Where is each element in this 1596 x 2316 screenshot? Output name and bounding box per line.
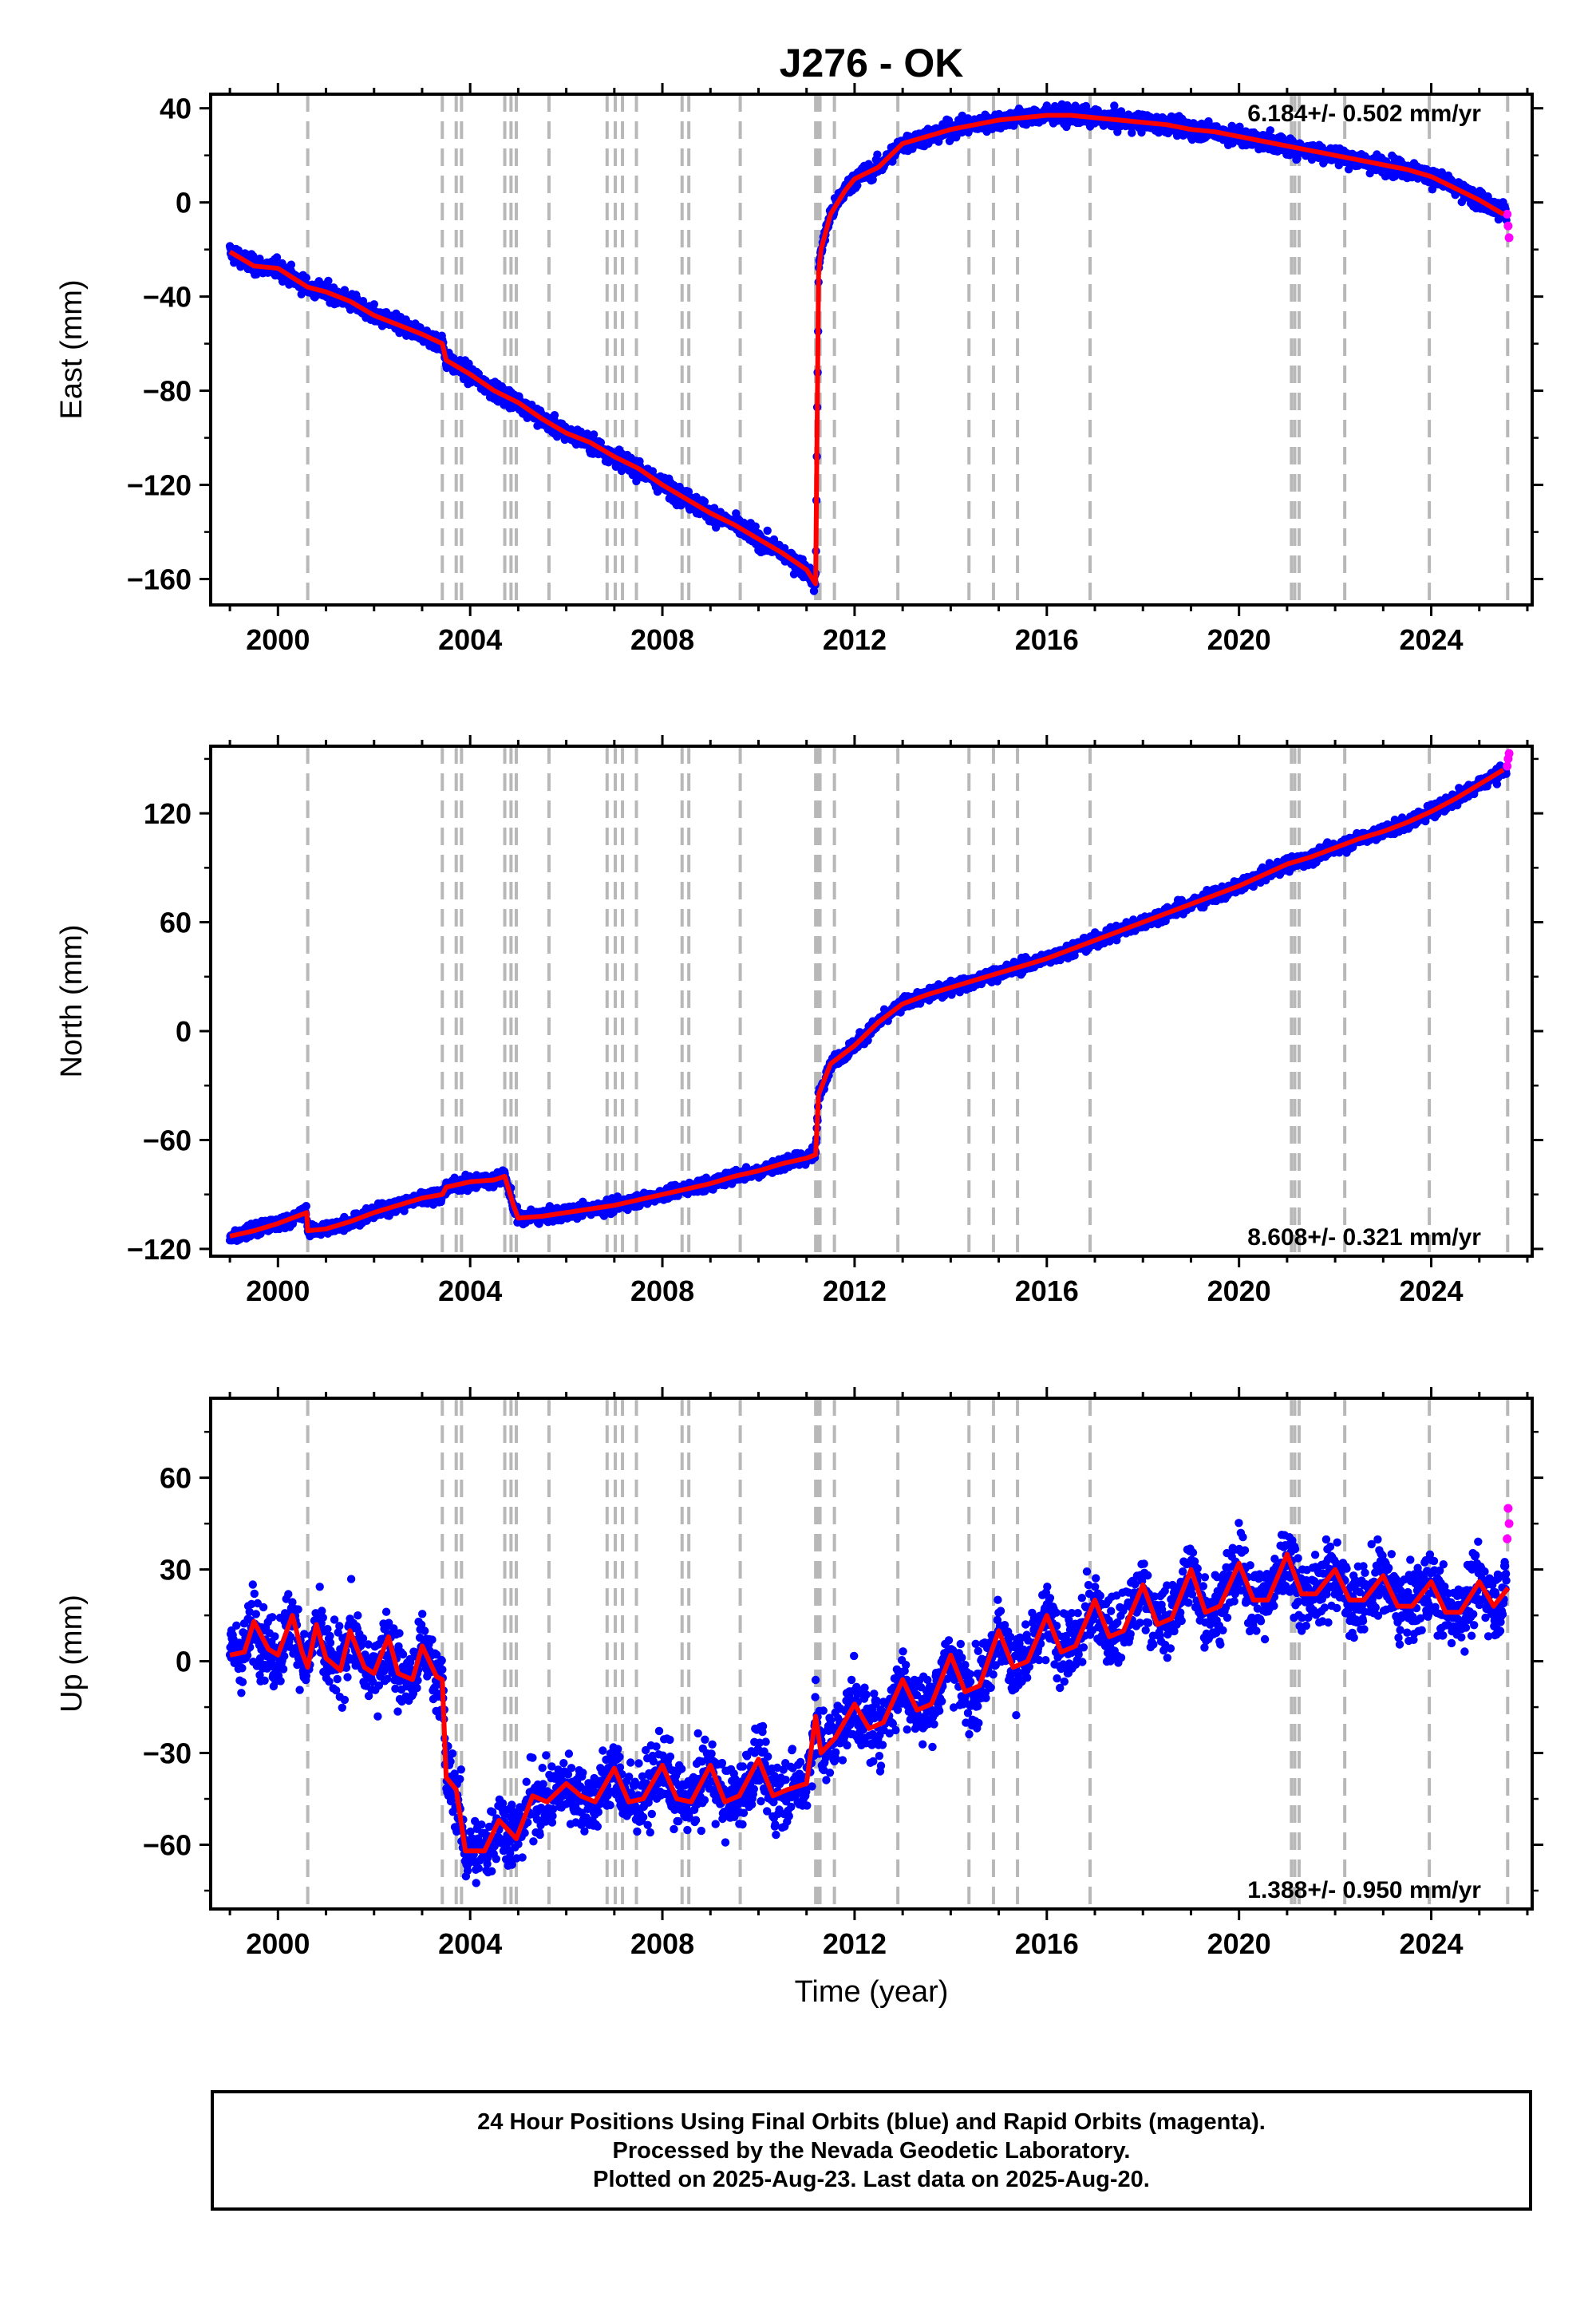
rapid-orbit-point	[1504, 233, 1514, 243]
x-tick-label: 2020	[1207, 623, 1271, 656]
final-orbit-points	[225, 761, 1511, 1246]
figure-title: J276 - OK	[780, 41, 964, 85]
data-point	[550, 411, 559, 420]
y-tick-label: −40	[143, 281, 192, 314]
data-point	[1235, 122, 1244, 131]
plot-area	[225, 94, 1514, 605]
data-point	[648, 467, 658, 476]
data-point	[369, 300, 378, 309]
data-point	[1266, 126, 1275, 135]
x-tick-label: 2004	[438, 623, 502, 656]
y-tick-label: −160	[127, 563, 192, 596]
data-point	[1365, 169, 1374, 178]
x-tick-label: 2000	[246, 623, 310, 656]
plot-area	[225, 746, 1514, 1256]
data-point	[709, 504, 719, 512]
data-point	[1110, 101, 1119, 110]
y-tick-label: −80	[143, 375, 192, 408]
data-point	[763, 526, 772, 536]
velocity-rate-label: 6.184+/- 0.502 mm/yr	[1247, 101, 1481, 127]
x-tick-label: 2008	[630, 623, 694, 656]
data-point	[700, 497, 709, 506]
east-panel: 2000 2004 2008 2012 2016 2020 2024 40 0 −40 −80 −12…	[55, 83, 1543, 656]
data-point	[302, 1202, 310, 1211]
y-axis-label: East (mm)	[55, 279, 89, 419]
x-tick-label: 2024	[1399, 623, 1463, 656]
plot-frame	[209, 93, 1534, 607]
data-point	[249, 251, 258, 261]
x-tick-label: 2016	[1015, 623, 1079, 656]
rapid-orbit-point	[1503, 209, 1512, 219]
data-point	[944, 116, 954, 125]
data-point	[632, 476, 641, 486]
data-point	[873, 150, 882, 159]
y-tick-label: 0	[176, 187, 192, 219]
data-point	[751, 522, 760, 531]
data-point	[589, 430, 598, 439]
x-tick-label: 2012	[823, 623, 887, 656]
data-point	[288, 1219, 298, 1228]
data-point	[623, 1205, 632, 1215]
data-point	[692, 492, 701, 501]
model-fit-line	[228, 113, 1505, 587]
data-point	[853, 181, 862, 190]
north-panel: 2000 2004 2008 2012 2016 2020 2024120600−60−12…	[55, 735, 1543, 1307]
data-point	[286, 260, 296, 269]
rapid-orbit-point	[1503, 221, 1513, 231]
data-point	[272, 253, 282, 262]
data-point	[324, 276, 333, 286]
data-point	[1128, 128, 1136, 137]
data-point	[302, 273, 310, 283]
y-tick-label: −120	[127, 469, 192, 502]
y-tick-label: 40	[160, 93, 192, 125]
